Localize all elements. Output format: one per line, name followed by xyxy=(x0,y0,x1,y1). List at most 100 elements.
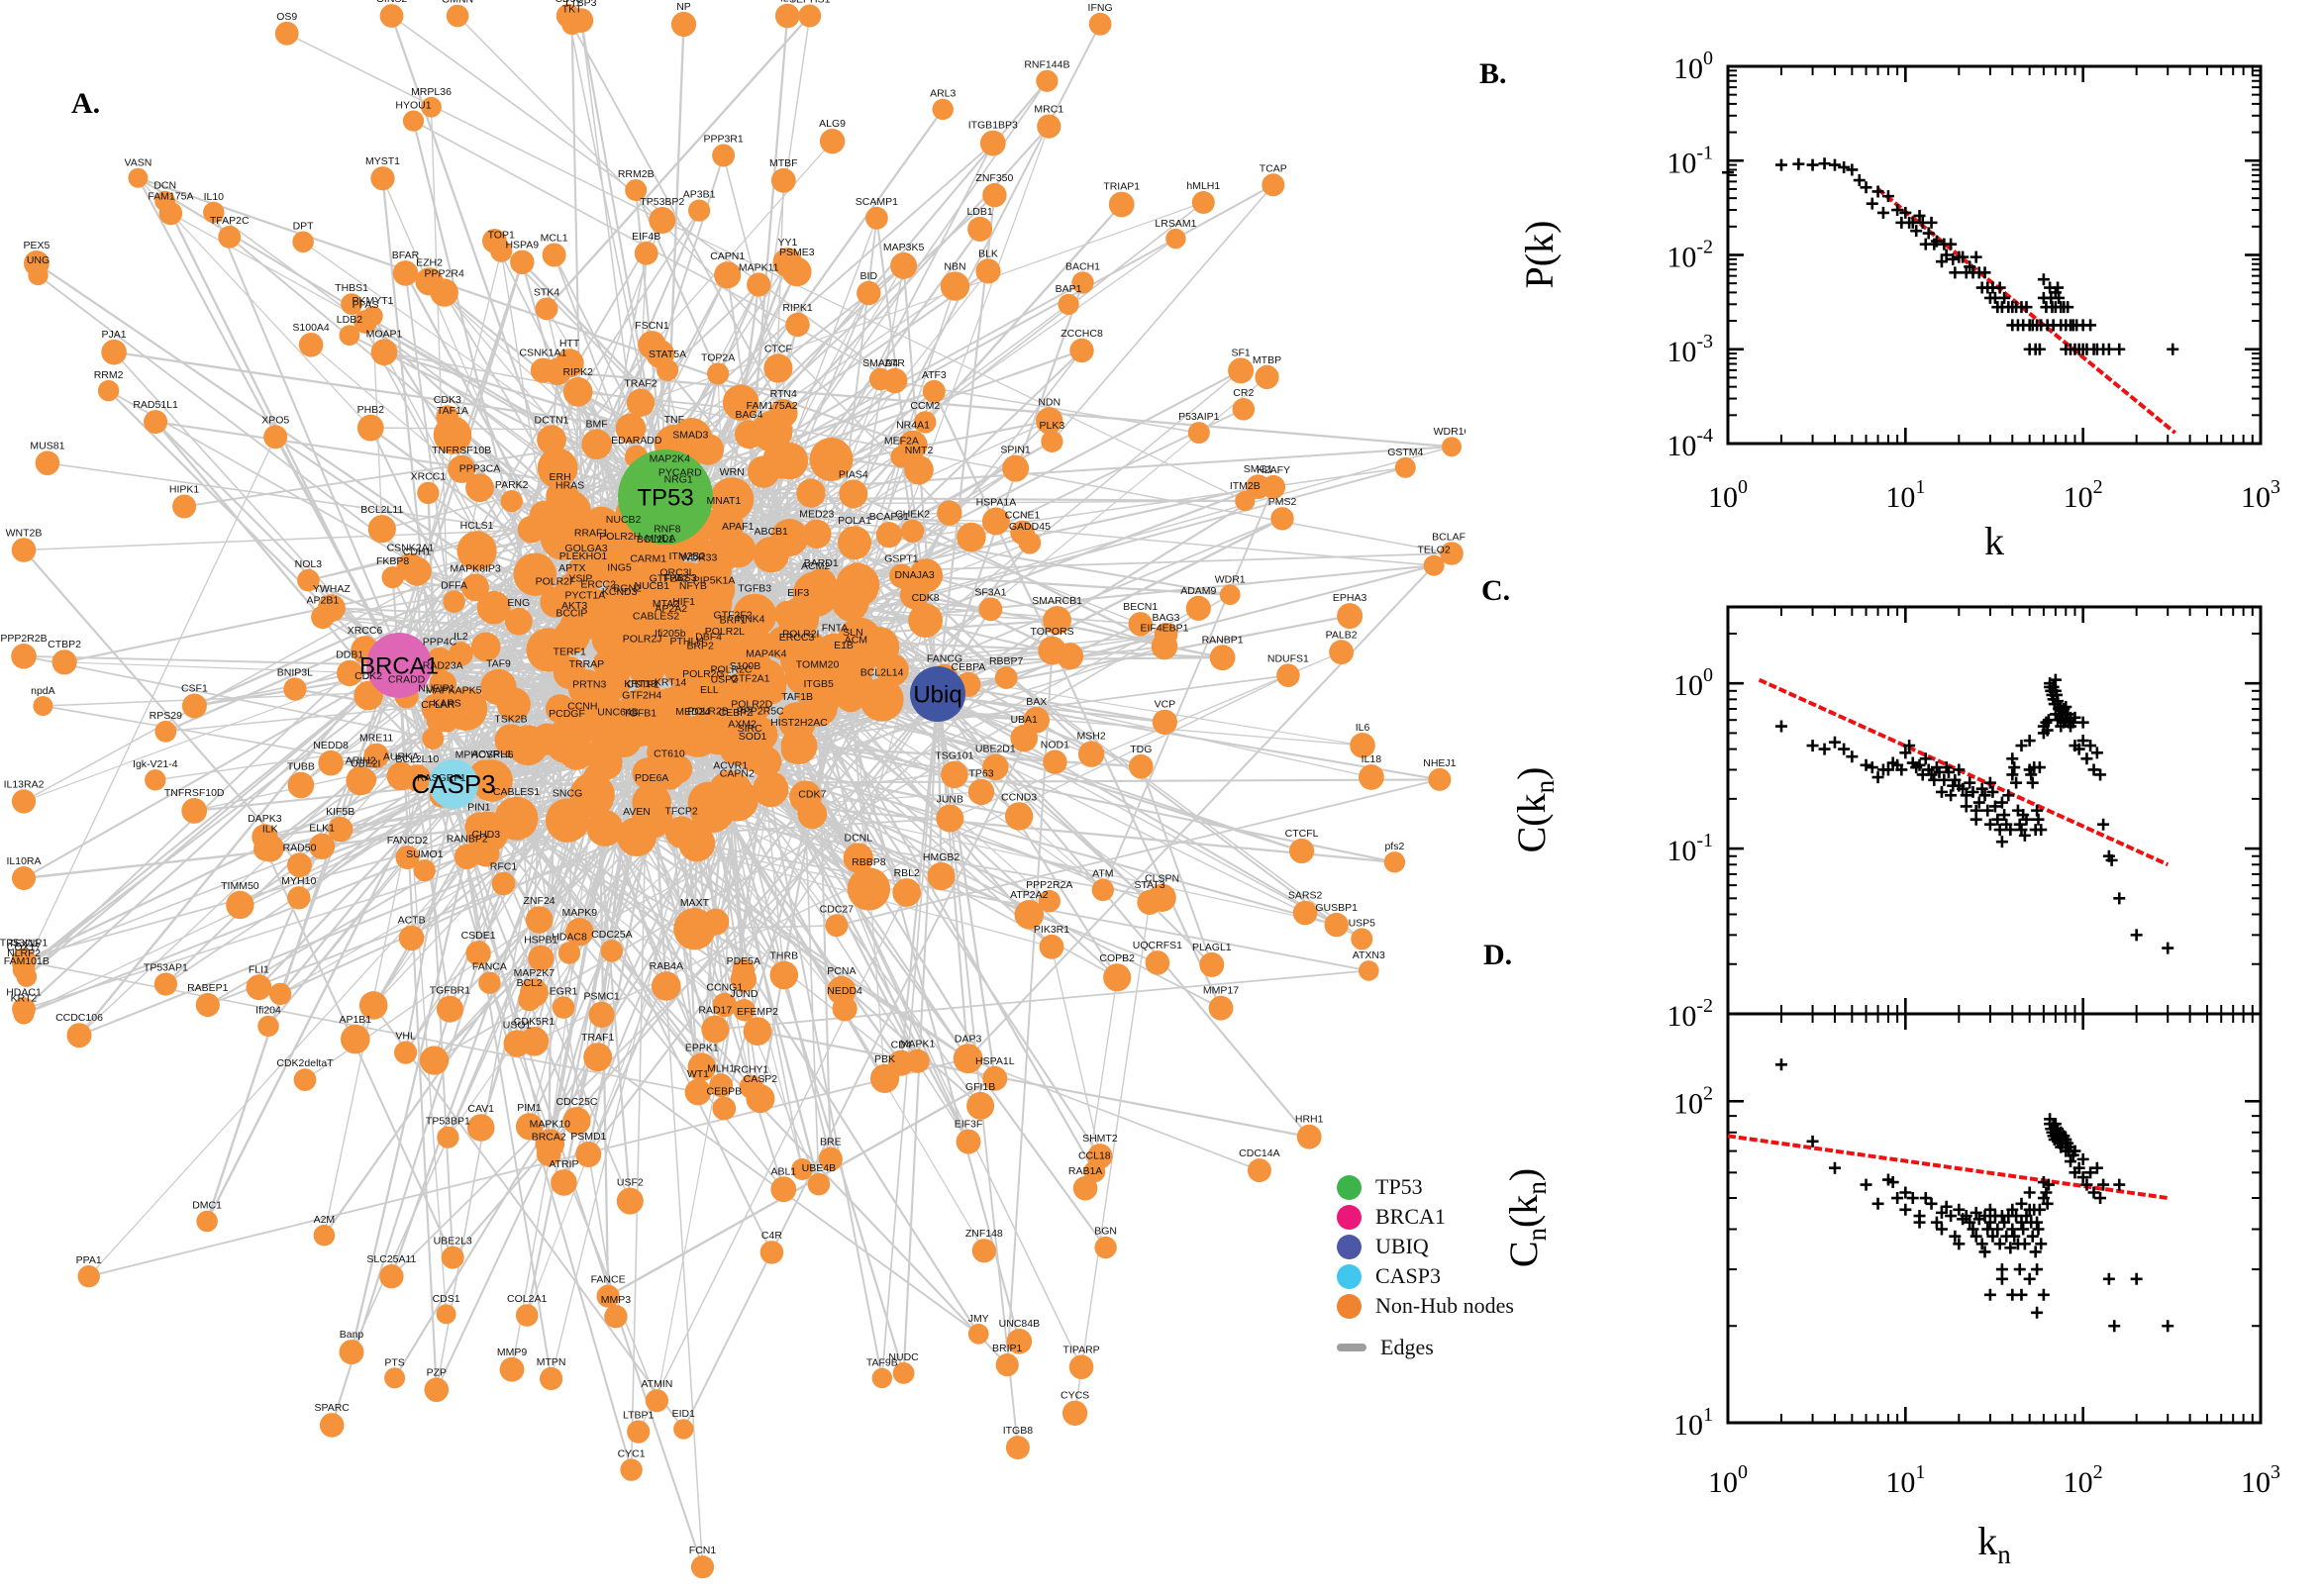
network-edge xyxy=(937,486,1274,695)
network-node xyxy=(784,654,828,697)
node-label: MNAT1 xyxy=(706,495,741,507)
node-label: USP2 xyxy=(711,673,739,685)
node-label: UBA1 xyxy=(1010,714,1038,726)
hub-label-tp53: TP53 xyxy=(637,484,693,511)
node-label: ZNF148 xyxy=(965,1228,1003,1240)
data-point xyxy=(2031,1216,2044,1229)
network-node xyxy=(770,442,809,480)
node-label: MPHOSPH6 xyxy=(455,749,514,761)
data-point xyxy=(2033,343,2046,355)
network-node xyxy=(1137,889,1162,916)
node-label: TELO2 xyxy=(1417,545,1450,556)
node-label: ACVRL1 xyxy=(471,748,512,760)
network-node xyxy=(1056,643,1084,670)
node-label: CYC1 xyxy=(618,1447,646,1459)
network-node xyxy=(1187,422,1210,445)
data-point xyxy=(1838,160,1851,173)
network-node xyxy=(263,425,288,449)
node-label: ATF3 xyxy=(922,369,947,381)
network-node xyxy=(768,399,798,428)
network-node xyxy=(246,974,272,1001)
data-point xyxy=(2033,761,2046,774)
network-node xyxy=(798,4,822,28)
tick-label: 10-2 xyxy=(1666,237,1713,274)
node-label: SLC25A11 xyxy=(366,1253,416,1265)
node-label: CDC27 xyxy=(820,903,855,915)
network-node xyxy=(770,519,809,556)
network-node xyxy=(319,1413,345,1438)
network-node xyxy=(966,1091,995,1120)
network-edge xyxy=(722,154,779,369)
network-graph: BMF APAF1 BCL2L1 USP2 PTHLH CEBPZ GTF2A2 POLR2I… xyxy=(0,0,1465,1579)
node-label: BCL2L14 xyxy=(860,667,904,679)
node-label: PLEKHO1 xyxy=(559,550,608,562)
network-node xyxy=(1191,191,1215,214)
node-label: HDAC1 xyxy=(6,986,42,998)
node-label: BCL2L11 xyxy=(360,504,403,516)
node-label: MLH1 xyxy=(707,1062,735,1074)
network-node xyxy=(837,617,882,662)
network-node xyxy=(287,852,312,878)
node-label: SHMT2 xyxy=(1082,1133,1118,1145)
node-label: KIF5B xyxy=(326,806,354,818)
node-label: PTS xyxy=(384,1356,404,1368)
node-label: SEPHS1 xyxy=(789,0,831,6)
network-node xyxy=(558,735,594,770)
node-label: THBS3 xyxy=(663,572,697,584)
network-node xyxy=(461,573,489,602)
data-point xyxy=(1993,281,2006,294)
network-node xyxy=(535,297,558,321)
data-point xyxy=(1970,1230,1982,1243)
node-labels-layer: BMF APAF1 BCL2L1 USP2 PTHLH CEBPZ GTF2A2 POLR2I… xyxy=(0,0,1465,1556)
network-node xyxy=(753,770,789,808)
node-label: IFNG xyxy=(1088,2,1113,14)
node-label: FAM175A xyxy=(148,191,193,203)
node-label: FKBP8 xyxy=(376,555,409,567)
network-edge xyxy=(664,446,1453,499)
node-label: GTF2F2 xyxy=(714,610,753,622)
node-label: MAPK1 xyxy=(900,1039,936,1050)
node-label: RBBP8 xyxy=(852,856,886,868)
node-label: DAPK3 xyxy=(248,813,282,825)
node-label: PPP2R5C xyxy=(737,706,784,718)
data-point xyxy=(2042,1178,2055,1191)
node-label: NMT2 xyxy=(905,445,934,456)
node-label: ERCC3 xyxy=(779,632,815,644)
network-node xyxy=(981,507,1010,536)
network-node xyxy=(529,500,559,531)
node-label: TOMM20 xyxy=(796,659,840,671)
data-point xyxy=(2015,740,2028,752)
node-label: BECN1 xyxy=(1123,601,1158,613)
network-node xyxy=(417,481,440,505)
node-label: TGFB1 xyxy=(623,708,656,720)
network-node xyxy=(723,683,767,728)
data-point xyxy=(1928,773,1941,786)
node-label: GINS2 xyxy=(376,0,408,5)
network-node xyxy=(398,925,425,951)
node-label: AURKA xyxy=(383,751,419,763)
node-label: BGN xyxy=(1094,1226,1117,1238)
node-label: PEX5 xyxy=(23,240,50,251)
node-label: TAF9 xyxy=(486,658,511,670)
node-label: THRB xyxy=(770,950,799,962)
network-node xyxy=(226,890,254,920)
network-edge xyxy=(638,892,908,1433)
network-node xyxy=(436,405,459,429)
legend-label-edges: Edges xyxy=(1380,1335,1434,1359)
network-node xyxy=(1228,357,1255,384)
network-node xyxy=(638,537,672,571)
network-node xyxy=(402,110,425,132)
data-point xyxy=(2041,1197,2054,1210)
node-label: ERCC2 xyxy=(580,579,616,591)
data-point xyxy=(2004,1242,2017,1254)
node-label: NRG1 xyxy=(664,474,693,486)
network-node xyxy=(609,563,642,595)
node-label: VHL xyxy=(395,1030,416,1042)
node-label: KRT14 xyxy=(655,677,687,689)
node-label: SUMO1 xyxy=(406,848,444,860)
data-point xyxy=(1991,813,2004,826)
node-label: TRAF2 xyxy=(624,378,656,390)
node-label: C4R xyxy=(761,1230,782,1242)
node-label: BCL2 xyxy=(517,977,543,989)
node-label: RABEP1 xyxy=(187,982,229,994)
